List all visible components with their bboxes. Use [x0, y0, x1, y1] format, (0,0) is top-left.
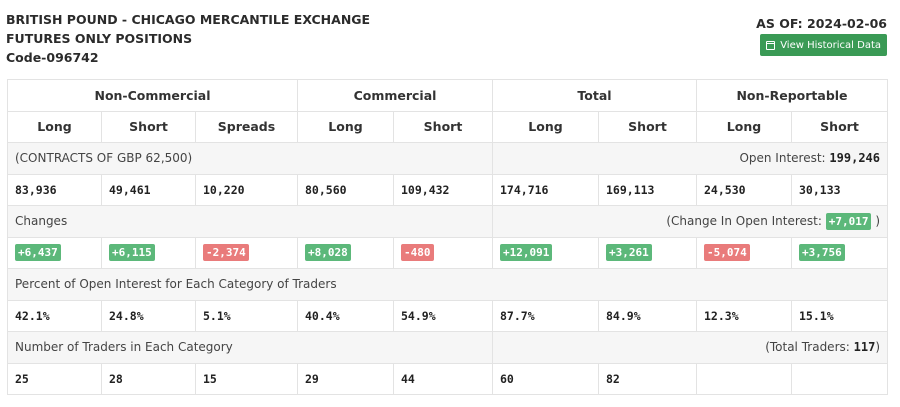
- group-non-reportable: Non-Reportable: [696, 79, 888, 112]
- table-cell: 87.7%: [492, 299, 599, 332]
- col-header: Spreads: [195, 110, 298, 143]
- change-oi-badge: +7,017: [825, 212, 872, 230]
- table-cell: 84.9%: [598, 299, 697, 332]
- table-cell: 174,716: [492, 173, 599, 206]
- col-header: Long: [7, 110, 102, 143]
- as-of-date: AS OF: 2024-02-06: [756, 16, 887, 31]
- col-header: Short: [393, 110, 493, 143]
- percent-label: Percent of Open Interest for Each Catego…: [7, 268, 888, 301]
- total-traders-suffix: ): [875, 340, 880, 355]
- open-interest-value: 199,246: [829, 151, 880, 166]
- table-cell: 82: [598, 362, 697, 395]
- col-header: Short: [598, 110, 697, 143]
- group-non-commercial: Non-Commercial: [7, 79, 298, 112]
- table-cell: 10,220: [195, 173, 298, 206]
- traders-label-row: Number of Traders in Each Category (Tota…: [7, 331, 888, 364]
- change-oi-prefix: (Change In Open Interest:: [666, 213, 822, 228]
- table-cell: 169,113: [598, 173, 697, 206]
- table-cell: 24,530: [696, 173, 792, 206]
- col-header: Long: [492, 110, 599, 143]
- table-cell: 42.1%: [7, 299, 102, 332]
- table-cell: 44: [393, 362, 493, 395]
- col-header: Long: [297, 110, 394, 143]
- report-header: BRITISH POUND - CHICAGO MERCANTILE EXCHA…: [6, 10, 894, 72]
- change-badge: -480: [401, 244, 434, 262]
- table-cell: [696, 362, 792, 395]
- group-header-row: Non-Commercial Commercial Total Non-Repo…: [7, 79, 888, 112]
- table-cell: 30,133: [791, 173, 888, 206]
- open-interest-label: Open Interest:: [739, 151, 826, 166]
- change-badge: +3,261: [606, 244, 652, 262]
- contracts-label-row: (CONTRACTS OF GBP 62,500) Open Interest:…: [7, 142, 888, 175]
- table-cell: 29: [297, 362, 394, 395]
- table-cell: 15.1%: [791, 299, 888, 332]
- changes-label: Changes: [7, 205, 493, 238]
- view-historical-data-button[interactable]: View Historical Data: [760, 34, 887, 56]
- changes-row: +6,437 +6,115 -2,374 +8,028 -480 +12,091…: [7, 236, 888, 269]
- change-badge: +12,091: [500, 244, 553, 262]
- view-historical-data-label: View Historical Data: [780, 39, 881, 51]
- calendar-icon: [766, 40, 776, 50]
- traders-row: 25 28 15 29 44 60 82: [7, 362, 888, 395]
- contracts-row: 83,936 49,461 10,220 80,560 109,432 174,…: [7, 173, 888, 206]
- table-cell: 80,560: [297, 173, 394, 206]
- table-cell: 28: [101, 362, 196, 395]
- table-cell: 54.9%: [393, 299, 493, 332]
- change-badge: +8,028: [305, 244, 351, 262]
- traders-label: Number of Traders in Each Category: [7, 331, 493, 364]
- subheader-row: Long Short Spreads Long Short Long Short…: [7, 110, 888, 143]
- table-cell: 40.4%: [297, 299, 394, 332]
- positions-table: Non-Commercial Commercial Total Non-Repo…: [7, 79, 888, 395]
- contracts-label: (CONTRACTS OF GBP 62,500): [7, 142, 493, 175]
- table-cell: 25: [7, 362, 102, 395]
- table-cell: [791, 362, 888, 395]
- col-header: Short: [791, 110, 888, 143]
- open-interest: Open Interest: 199,246: [492, 142, 888, 175]
- percent-row: 42.1% 24.8% 5.1% 40.4% 54.9% 87.7% 84.9%…: [7, 299, 888, 332]
- table-cell: 12.3%: [696, 299, 792, 332]
- total-traders-prefix: (Total Traders:: [765, 340, 850, 355]
- total-traders-value: 117: [853, 340, 876, 355]
- report-title: BRITISH POUND - CHICAGO MERCANTILE EXCHA…: [6, 12, 371, 27]
- report-code: Code-096742: [6, 50, 99, 65]
- group-commercial: Commercial: [297, 79, 493, 112]
- table-cell: 60: [492, 362, 599, 395]
- report-subtitle: FUTURES ONLY POSITIONS: [6, 31, 193, 46]
- table-cell: 49,461: [101, 173, 196, 206]
- change-badge: -5,074: [704, 244, 750, 262]
- change-oi-suffix: ): [875, 213, 880, 228]
- total-traders: (Total Traders: 117): [492, 331, 888, 364]
- change-badge: +6,437: [15, 244, 61, 262]
- table-cell: 5.1%: [195, 299, 298, 332]
- table-cell: 83,936: [7, 173, 102, 206]
- col-header: Short: [101, 110, 196, 143]
- table-cell: 24.8%: [101, 299, 196, 332]
- change-badge: -2,374: [203, 244, 249, 262]
- change-badge: +6,115: [109, 244, 155, 262]
- change-badge: +3,756: [799, 244, 845, 262]
- percent-label-row: Percent of Open Interest for Each Catego…: [7, 268, 888, 301]
- col-header: Long: [696, 110, 792, 143]
- table-cell: 109,432: [393, 173, 493, 206]
- table-cell: 15: [195, 362, 298, 395]
- change-open-interest: (Change In Open Interest: +7,017 ): [492, 205, 888, 238]
- changes-label-row: Changes (Change In Open Interest: +7,017…: [7, 205, 888, 238]
- group-total: Total: [492, 79, 697, 112]
